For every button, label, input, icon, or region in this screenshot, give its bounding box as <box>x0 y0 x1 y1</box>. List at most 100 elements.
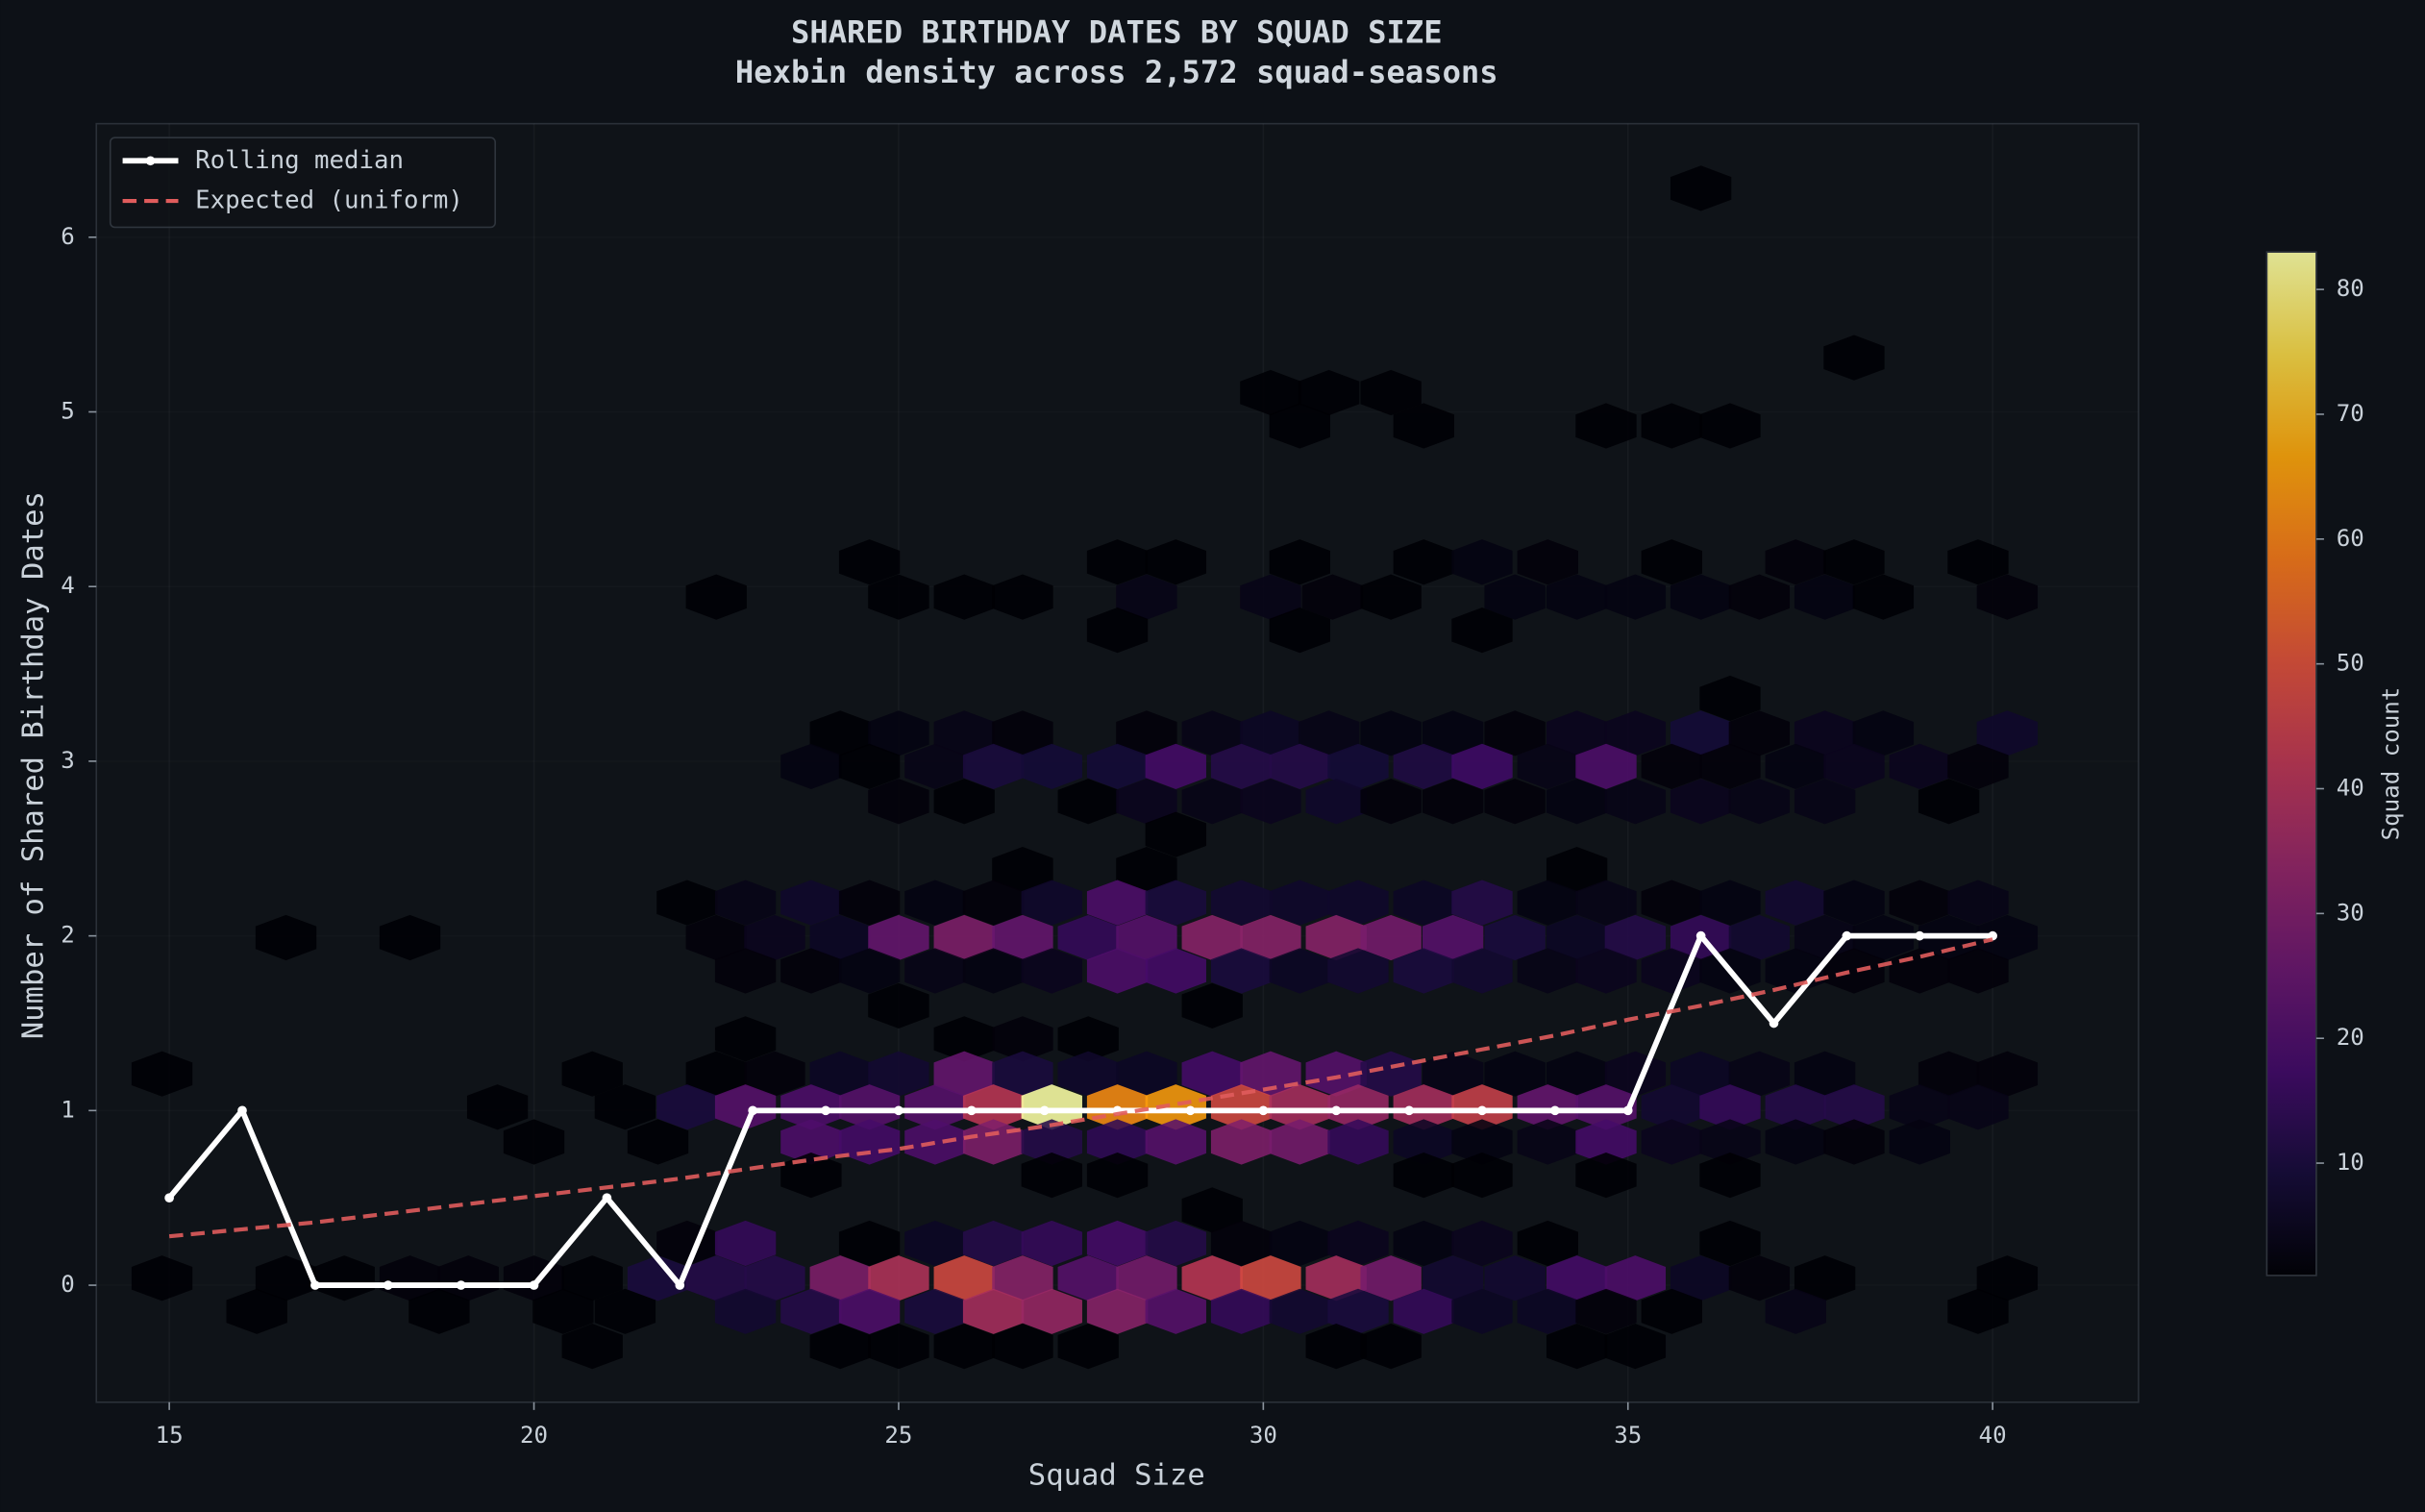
hex-cell <box>933 574 995 620</box>
hex-cell <box>1181 1051 1243 1097</box>
hex-cell <box>1918 779 1980 825</box>
hex-cell <box>1546 710 1608 756</box>
series-marker <box>966 1105 977 1116</box>
hex-cell <box>1765 1084 1826 1130</box>
hex-cell <box>379 1255 441 1301</box>
hex-cell <box>1181 710 1243 756</box>
hex-cell <box>780 1084 842 1130</box>
hex-cell <box>1422 779 1484 825</box>
hex-cell <box>1670 574 1732 620</box>
hex-cell <box>1269 880 1330 926</box>
series-marker <box>1695 930 1706 941</box>
hex-cell <box>1305 914 1367 961</box>
hex-cell <box>1575 1288 1637 1334</box>
hex-cell <box>1086 880 1149 926</box>
hex-cell <box>809 1051 871 1097</box>
hex-cell <box>1021 1288 1082 1334</box>
hex-cell <box>1728 574 1791 620</box>
hex-cell <box>1517 1220 1578 1267</box>
hex-cell <box>1604 779 1667 825</box>
hex-cell <box>838 948 901 994</box>
hex-cell <box>1889 1084 1950 1130</box>
hex-cell <box>1546 779 1608 825</box>
series-marker <box>456 1280 466 1290</box>
series-marker <box>602 1193 612 1203</box>
series-marker <box>1258 1105 1269 1116</box>
hex-cell <box>714 1220 777 1267</box>
series-marker <box>1842 930 1852 941</box>
hex-cell <box>992 1016 1053 1062</box>
hex-cell <box>1327 948 1389 994</box>
hex-cell <box>1021 948 1082 994</box>
y-tick-label: 4 <box>61 572 75 599</box>
hex-cell <box>1327 743 1389 789</box>
hex-cell <box>1670 710 1732 756</box>
hex-cell <box>1269 607 1330 654</box>
hex-cell <box>1728 710 1791 756</box>
hex-cell <box>904 1084 966 1130</box>
hex-cell <box>780 948 842 994</box>
hex-cell <box>1327 1220 1389 1267</box>
hex-cell <box>1765 539 1826 585</box>
hex-cell <box>904 743 966 789</box>
hex-cell <box>1641 403 1702 449</box>
hex-cell <box>1422 1051 1484 1097</box>
hex-cell <box>1794 1255 1856 1301</box>
axes: 15 20 25 30 35 40 0 1 2 3 4 5 6 <box>61 223 2006 1449</box>
hex-cell <box>1057 1051 1119 1097</box>
hex-cell <box>1145 539 1206 585</box>
hex-cell <box>933 779 995 825</box>
series-marker <box>1550 1105 1560 1116</box>
x-tick-label: 15 <box>156 1422 184 1449</box>
hex-cell <box>1116 779 1177 825</box>
hex-cell <box>1116 1255 1177 1301</box>
hex-cell <box>1393 1084 1454 1130</box>
series-marker <box>675 1280 685 1290</box>
hex-cell <box>1947 1288 2009 1334</box>
hex-cell <box>1947 948 2009 994</box>
hex-cell <box>1269 1288 1330 1334</box>
hex-cell <box>379 914 441 961</box>
hex-cell <box>1947 743 2009 789</box>
hex-cell <box>1823 539 1885 585</box>
hex-cell <box>962 948 1025 994</box>
hex-cell <box>1517 1288 1578 1334</box>
colorbar-tick-label: 80 <box>2337 275 2364 302</box>
hex-cell <box>131 1255 193 1301</box>
hex-cell <box>962 1084 1025 1130</box>
y-tick-label: 3 <box>61 747 75 774</box>
hex-cell <box>1116 1051 1177 1097</box>
hex-cell <box>1546 574 1608 620</box>
hex-cell <box>1823 743 1885 789</box>
hex-cell <box>992 1324 1053 1370</box>
hex-cell <box>868 1255 929 1301</box>
hex-cell <box>1451 539 1513 585</box>
hex-cell <box>1976 710 2039 756</box>
hex-cell <box>1451 948 1513 994</box>
hex-cell <box>685 914 747 961</box>
hex-cell <box>1305 1324 1367 1370</box>
hex-cell <box>1393 948 1454 994</box>
chart-subtitle: Hexbin density across 2,572 squad-season… <box>735 54 1498 90</box>
hex-cell <box>561 1051 623 1097</box>
colorbar-tick-label: 20 <box>2337 1024 2364 1051</box>
hex-cell <box>1305 779 1367 825</box>
hex-cell <box>1976 1051 2039 1097</box>
hex-cell <box>594 1288 656 1334</box>
hex-cell <box>838 1288 901 1334</box>
hex-cell <box>933 914 995 961</box>
hex-cell <box>1575 1152 1637 1199</box>
y-tick-label: 5 <box>61 397 75 424</box>
hex-cell <box>1484 1051 1546 1097</box>
hex-cell <box>1604 1324 1667 1370</box>
colorbar-tick-label: 70 <box>2337 400 2364 427</box>
hex-cell <box>1484 574 1546 620</box>
hex-cell <box>1976 914 2039 961</box>
hex-cell <box>933 1324 995 1370</box>
hex-cell <box>1451 1220 1513 1267</box>
colorbar-label: Squad count <box>2378 687 2405 841</box>
hex-cell <box>1699 1152 1761 1199</box>
legend-marker <box>145 156 156 166</box>
hex-cell <box>933 1255 995 1301</box>
hex-cell <box>1699 675 1761 722</box>
